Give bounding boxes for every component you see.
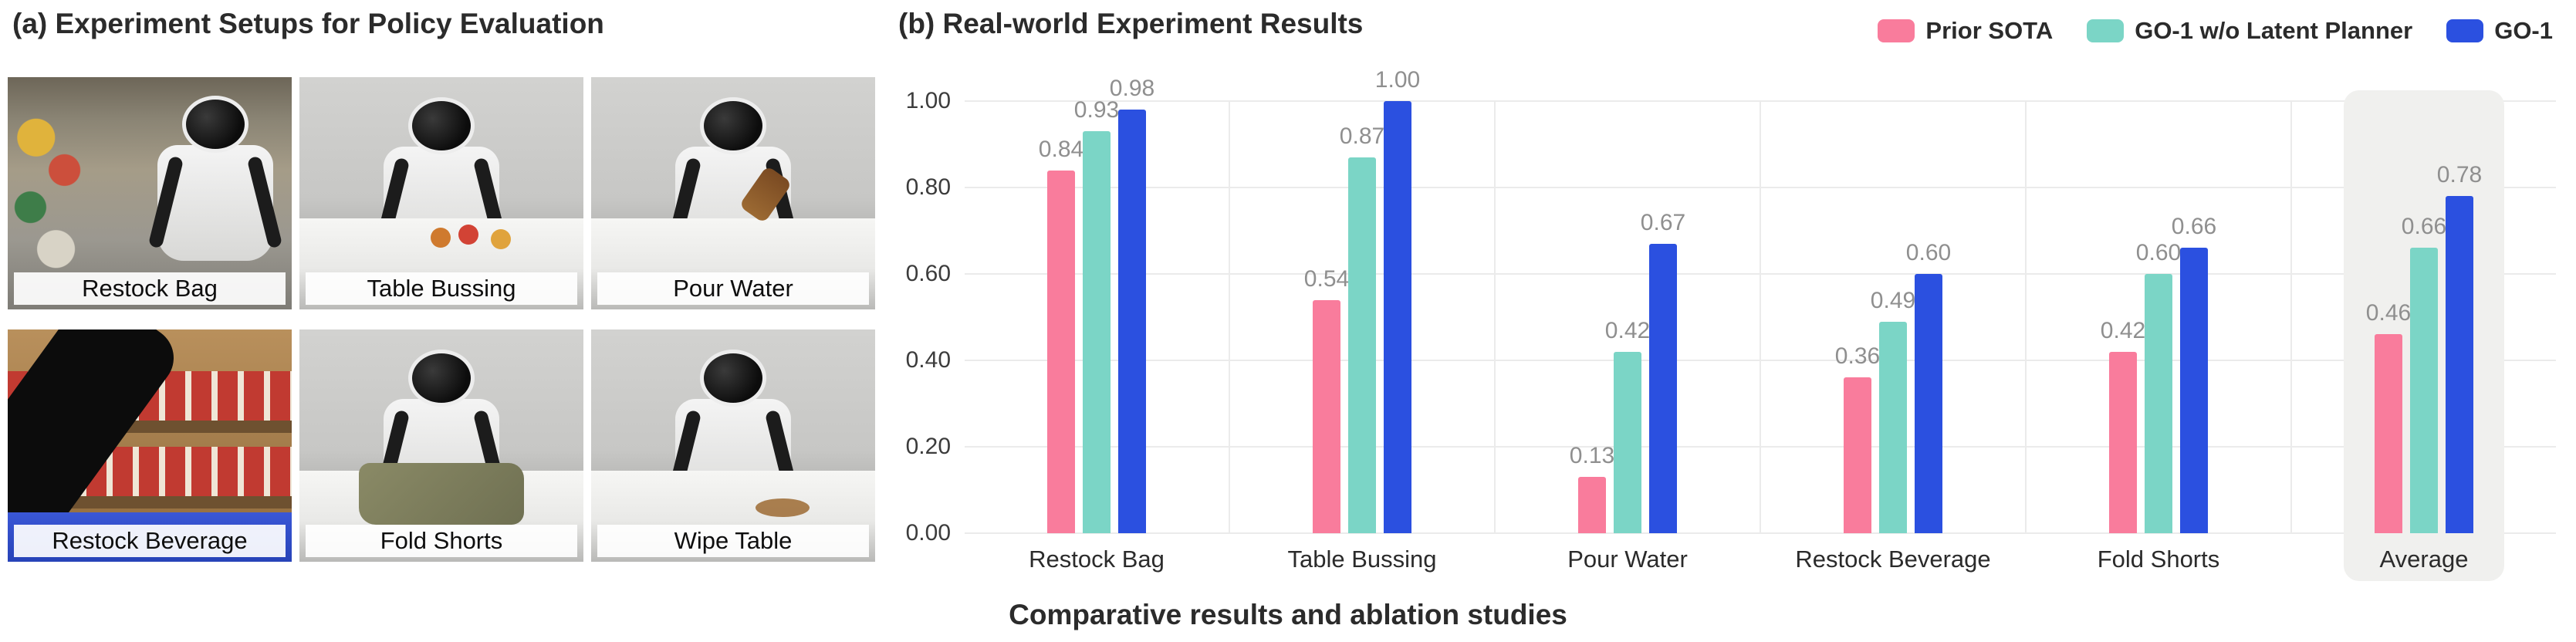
bar-value-label: 0.78 bbox=[2436, 162, 2483, 188]
bar-value-label: 1.00 bbox=[1374, 67, 1421, 93]
photo-scene bbox=[8, 77, 292, 309]
robot-head bbox=[408, 97, 475, 154]
y-tick-label: 1.00 bbox=[905, 88, 951, 113]
category-label: Table Bussing bbox=[1287, 546, 1437, 573]
spill-prop bbox=[756, 498, 810, 517]
y-tick-label: 0.00 bbox=[905, 520, 951, 546]
bar-go-1-w-o-latent-planner: 0.87 bbox=[1340, 123, 1384, 533]
category-label: Fold Shorts bbox=[2097, 546, 2220, 573]
bar-value-label: 0.42 bbox=[2100, 317, 2146, 343]
robot-head bbox=[700, 350, 766, 407]
setup-photo-fold-shorts: Fold Shorts bbox=[299, 329, 583, 562]
setup-photo-table-bussing: Table Bussing bbox=[299, 77, 583, 309]
legend-item-go-1: GO-1 bbox=[2446, 17, 2553, 45]
bar-group-restock-beverage: 0.36 0.49 0.60 Restock Beverage bbox=[1761, 101, 2027, 573]
bar-value-label: 0.66 bbox=[2171, 214, 2217, 240]
setup-label: Wipe Table bbox=[597, 525, 869, 557]
robot-head bbox=[182, 96, 248, 153]
setup-photo-pour-water: Pour Water bbox=[591, 77, 875, 309]
setup-label: Pour Water bbox=[597, 272, 869, 305]
robot-head bbox=[408, 350, 475, 407]
bar-value-label: 0.93 bbox=[1073, 97, 1120, 123]
shorts-prop bbox=[359, 463, 524, 525]
bar-go-1: 0.60 bbox=[1906, 240, 1951, 533]
bar-value-label: 0.60 bbox=[1905, 240, 1952, 265]
bar-value-label: 0.87 bbox=[1339, 123, 1385, 149]
bar-go-1-w-o-latent-planner: 0.42 bbox=[1605, 318, 1650, 533]
panel-experiment-setups: (a) Experiment Setups for Policy Evaluat… bbox=[0, 0, 881, 642]
setup-label: Restock Beverage bbox=[14, 525, 286, 557]
bar-go-1-w-o-latent-planner: 0.49 bbox=[1871, 288, 1915, 533]
bar-go-1-w-o-latent-planner: 0.66 bbox=[2402, 214, 2446, 533]
bar-value-label: 0.67 bbox=[1640, 209, 1686, 235]
bar-group-fold-shorts: 0.42 0.60 0.66 Fold Shorts bbox=[2027, 101, 2292, 573]
bar-value-label: 0.49 bbox=[1870, 287, 1916, 313]
y-tick-label: 0.60 bbox=[905, 261, 951, 286]
setup-photo-wipe-table: Wipe Table bbox=[591, 329, 875, 562]
y-tick-label: 0.40 bbox=[905, 347, 951, 373]
bar-group-table-bussing: 0.54 0.87 1.00 Table Bussing bbox=[1230, 67, 1496, 573]
figure-caption: Comparative results and ablation studies bbox=[1009, 599, 1567, 630]
category-label: Restock Bag bbox=[1029, 546, 1165, 573]
gridline bbox=[965, 532, 2556, 534]
bar-group-average: 0.46 0.66 0.78 Average bbox=[2292, 101, 2556, 573]
bar-go-1: 0.98 bbox=[1110, 76, 1154, 533]
legend-label: GO-1 w/o Latent Planner bbox=[2135, 17, 2413, 44]
bar-value-label: 0.98 bbox=[1109, 76, 1155, 102]
legend-label: GO-1 bbox=[2494, 17, 2553, 44]
plot-area: 0.84 0.93 0.98 Restock Bag 0.54 0.87 1.00 Table… bbox=[965, 67, 2556, 573]
legend-swatch bbox=[2446, 19, 2484, 42]
bar-value-label: 0.66 bbox=[2401, 214, 2447, 240]
legend-swatch bbox=[1878, 19, 1915, 42]
y-tick-label: 0.20 bbox=[905, 434, 951, 459]
bar-go-1: 0.78 bbox=[2437, 162, 2482, 533]
bar-prior-sota: 0.13 bbox=[1570, 443, 1614, 533]
bar-chart: 0.00 0.20 0.40 0.60 0.80 1.00 0.84 0.93 0.98 Res… bbox=[894, 67, 2556, 573]
panel-b-title: (b) Real-world Experiment Results bbox=[898, 8, 1364, 39]
bar-value-label: 0.13 bbox=[1569, 443, 1615, 469]
legend-item-go-1-w-o-latent-planner: GO-1 w/o Latent Planner bbox=[2087, 17, 2412, 45]
bar-value-label: 0.36 bbox=[1834, 343, 1881, 370]
bar-value-label: 0.84 bbox=[1038, 136, 1084, 162]
bar-value-label: 0.54 bbox=[1303, 265, 1350, 292]
category-label: Restock Beverage bbox=[1795, 546, 1991, 573]
fruit-props bbox=[458, 225, 479, 245]
y-tick-label: 0.80 bbox=[905, 174, 951, 200]
robot-figure bbox=[147, 96, 283, 273]
bar-prior-sota: 0.42 bbox=[2101, 318, 2145, 533]
bar-prior-sota: 0.84 bbox=[1039, 137, 1083, 533]
y-axis: 0.00 0.20 0.40 0.60 0.80 1.00 bbox=[894, 88, 965, 546]
robot-head bbox=[700, 97, 766, 154]
legend-item-prior-sota: Prior SOTA bbox=[1878, 17, 2053, 45]
bar-value-label: 0.42 bbox=[1604, 317, 1651, 343]
bar-go-1: 0.67 bbox=[1641, 210, 1685, 533]
setup-photo-restock-bag: Restock Bag bbox=[8, 77, 292, 309]
legend-swatch bbox=[2087, 19, 2125, 42]
category-label: Average bbox=[2379, 546, 2469, 573]
bar-go-1: 0.66 bbox=[2172, 214, 2216, 533]
photo-scene bbox=[591, 329, 875, 562]
bar-prior-sota: 0.54 bbox=[1304, 266, 1349, 533]
setup-label: Table Bussing bbox=[306, 272, 577, 305]
photo-grid: Restock Bag Table Bussing Pour Water Restoc… bbox=[8, 77, 875, 562]
bar-value-label: 0.60 bbox=[2135, 240, 2182, 265]
bar-prior-sota: 0.46 bbox=[2366, 300, 2411, 533]
bar-group-pour-water: 0.13 0.42 0.67 Pour Water bbox=[1496, 101, 1761, 573]
bar-go-1-w-o-latent-planner: 0.93 bbox=[1074, 97, 1119, 533]
bar-go-1-w-o-latent-planner: 0.60 bbox=[2136, 240, 2181, 533]
setup-photo-restock-beverage: Restock Beverage bbox=[8, 329, 292, 562]
category-label: Pour Water bbox=[1567, 546, 1688, 573]
bar-group-restock-bag: 0.84 0.93 0.98 Restock Bag bbox=[965, 76, 1230, 573]
chart-legend: Prior SOTA GO-1 w/o Latent Planner GO-1 bbox=[1878, 17, 2553, 45]
legend-label: Prior SOTA bbox=[1925, 17, 2054, 44]
setup-label: Restock Bag bbox=[14, 272, 286, 305]
bar-value-label: 0.46 bbox=[2365, 300, 2412, 326]
setup-label: Fold Shorts bbox=[306, 525, 577, 557]
bar-go-1: 1.00 bbox=[1375, 67, 1420, 533]
panel-experiment-results: (b) Real-world Experiment Results Prior … bbox=[887, 0, 2576, 642]
bar-prior-sota: 0.36 bbox=[1835, 343, 1880, 533]
panel-a-title: (a) Experiment Setups for Policy Evaluat… bbox=[12, 8, 604, 39]
